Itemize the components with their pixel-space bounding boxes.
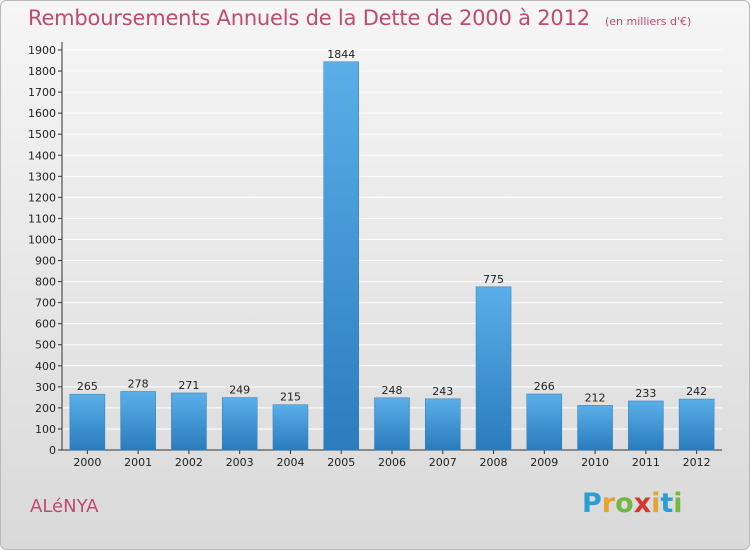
x-tick-label: 2005 [327, 456, 355, 469]
x-tick-label: 2001 [124, 456, 152, 469]
y-tick-label: 100 [35, 423, 56, 436]
data-label: 212 [585, 391, 606, 404]
data-label: 243 [432, 385, 453, 398]
y-tick-label: 200 [35, 402, 56, 415]
x-tick-label: 2011 [632, 456, 660, 469]
y-tick-label: 1400 [28, 149, 56, 162]
x-tick-label: 2006 [378, 456, 406, 469]
bar-2011 [628, 400, 664, 451]
logo-letter: o [615, 488, 634, 519]
data-label: 278 [128, 377, 149, 390]
y-tick-label: 0 [49, 444, 56, 457]
logo-letter: i [651, 488, 661, 519]
x-tick-label: 2010 [581, 456, 609, 469]
y-tick-label: 1900 [28, 44, 56, 57]
bar-2001 [120, 391, 156, 451]
y-tick-label: 1000 [28, 233, 56, 246]
y-tick-label: 1600 [28, 107, 56, 120]
logo-letter: r [601, 488, 616, 519]
logo-letter: t [660, 488, 674, 519]
data-label: 233 [635, 387, 656, 400]
chart-unit: (en milliers d'€) [605, 15, 692, 28]
bar-2008 [475, 286, 512, 451]
data-label: 215 [280, 391, 301, 404]
logo-letter: i [673, 488, 683, 519]
data-label: 1844 [327, 48, 355, 61]
bar-2004 [272, 404, 309, 451]
x-tick-label: 2002 [175, 456, 203, 469]
bar-2003 [221, 397, 258, 451]
data-label: 271 [178, 379, 199, 392]
bar-2009 [526, 393, 563, 451]
bar-2012 [678, 398, 715, 451]
data-label: 775 [483, 273, 504, 286]
x-tick-label: 2009 [530, 456, 558, 469]
y-tick-label: 1100 [28, 212, 56, 225]
y-tick-label: 1500 [28, 128, 56, 141]
data-label: 266 [534, 380, 555, 393]
data-label: 265 [77, 380, 98, 393]
y-tick-label: 1800 [28, 65, 56, 78]
bar-2000 [69, 393, 106, 451]
y-tick-label: 1700 [28, 86, 56, 99]
bars [69, 61, 715, 451]
labels: 0 100 200 300 400 500 600 700 800 900 1000 1100 1200… [28, 44, 711, 469]
y-tick-label: 300 [35, 381, 56, 394]
x-tick-label: 2003 [226, 456, 254, 469]
proxiti-logo: Proxiti [582, 488, 683, 519]
x-tick-label: 2008 [480, 456, 508, 469]
x-tick-label: 2012 [683, 456, 711, 469]
chart-title: Remboursements Annuels de la Dette de 20… [28, 6, 590, 30]
y-tick-label: 600 [35, 318, 56, 331]
data-label: 249 [229, 384, 250, 397]
bar-2007 [425, 398, 461, 451]
y-tick-label: 500 [35, 339, 56, 352]
y-tick-label: 1300 [28, 170, 56, 183]
y-tick-label: 400 [35, 360, 56, 373]
x-tick-label: 2007 [429, 456, 457, 469]
y-tick-label: 700 [35, 297, 56, 310]
bar-2006 [374, 397, 410, 451]
logo-letter: P [582, 488, 602, 519]
commune-name: ALéNYA [30, 496, 99, 517]
bar-2002 [171, 392, 207, 451]
data-label: 242 [686, 385, 707, 398]
bar-2005 [323, 61, 359, 451]
y-tick-label: 900 [35, 255, 56, 268]
y-tick-label: 1200 [28, 191, 56, 204]
data-label: 248 [382, 384, 403, 397]
x-tick-label: 2000 [73, 456, 101, 469]
y-tick-label: 800 [35, 276, 56, 289]
x-tick-label: 2004 [276, 456, 304, 469]
title-row: Remboursements Annuels de la Dette de 20… [28, 6, 691, 30]
bar-2010 [577, 405, 613, 451]
logo-letter: x [633, 488, 652, 519]
